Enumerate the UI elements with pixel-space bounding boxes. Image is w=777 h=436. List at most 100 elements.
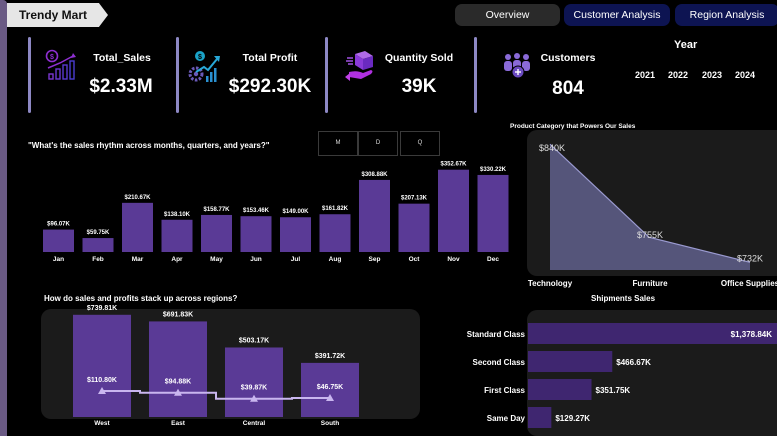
year-filter-title: Year [674,39,698,51]
month-axis-label: Jul [291,256,301,263]
shipment-bar [528,379,592,400]
month-axis-label: Oct [409,256,421,263]
category-line [549,143,751,263]
tab-overview[interactable]: Overview [455,4,560,26]
left-accent-strip [0,0,7,436]
package-hand-icon [345,50,375,82]
kpi-value-total-profit: $292.30K [228,76,312,97]
month-axis-label: Dec [487,256,499,263]
shipment-axis-label: Standard Class [467,330,526,339]
kpi-value-total-sales: $2.33M [89,76,153,97]
shipment-axis-label: Same Day [487,414,526,423]
shipments-chart-title: Shipments Sales [591,294,656,303]
region-axis-label: Central [243,420,266,427]
month-axis-label: Apr [171,256,183,263]
customers-group-icon [503,53,531,79]
month-value-label: $138.10K [164,212,191,218]
month-value-label: $158.77K [203,207,230,213]
shipment-axis-label: Second Class [473,358,526,367]
month-bar-aug [319,214,351,252]
month-value-label: $153.46K [243,208,270,214]
shipment-value-label: $351.75K [596,386,631,395]
region-profit-marker [250,394,258,402]
monthly-sales-chart: $96.07K Jan $59.75K Feb $210.67K Mar $138.10K A… [43,162,509,263]
kpi-separator [474,37,477,113]
granularity-day-button[interactable]: D [358,131,398,156]
month-bar-jun [240,216,272,252]
kpi-separator [325,37,328,113]
month-axis-label: Feb [92,256,104,263]
svg-text:$: $ [50,54,54,61]
shipments-sales-chart: Standard Class $1,378.84K Second Class $466… [467,323,777,428]
region-sales-bar-west [73,314,131,417]
kpi-label-total-profit: Total Profit [242,52,298,64]
granularity-month-button[interactable]: M [318,131,358,156]
month-value-label: $308.88K [361,172,388,178]
shipment-value-label: $129.27K [555,414,590,423]
kpi-separator [176,37,179,113]
month-axis-label: Mar [132,256,144,263]
granularity-quarter-button[interactable]: Q [400,131,440,156]
kpi-value-quantity-sold: 39K [401,76,437,97]
month-axis-label: Aug [329,256,342,263]
month-bar-oct [398,203,430,252]
category-axis-label: Furniture [632,279,668,288]
sales-growth-icon: $ [44,48,80,82]
shipment-value-label: $466.67K [616,358,651,367]
region-sales-bar-east [149,321,207,417]
svg-text:$: $ [198,54,202,61]
kpi-label-quantity-sold: Quantity Sold [384,52,454,64]
region-sales-bar-central [225,347,283,417]
month-bar-jan [43,229,74,252]
month-bar-nov [438,169,469,252]
kpi-label-customers: Customers [540,52,596,64]
kpi-label-total-sales: Total_Sales [93,52,151,64]
region-sales-label: $739.81K [87,305,117,312]
year-option-2024[interactable]: 2024 [735,70,756,80]
month-value-label: $352.67K [440,162,467,168]
region-profit-marker [326,393,334,401]
month-bar-may [201,214,232,252]
shipment-bar [528,323,777,344]
kpi-separator [28,37,31,113]
tab-customer-analysis[interactable]: Customer Analysis [564,4,670,26]
region-axis-label: South [321,420,339,427]
month-value-label: $330.22K [480,167,507,173]
month-bar-jul [280,217,311,252]
regions-chart-title: How do sales and profits stack up across… [44,294,238,303]
shipment-axis-label: First Class [484,386,525,395]
month-axis-label: Nov [447,256,460,263]
month-bar-apr [161,219,193,252]
year-option-2022[interactable]: 2022 [668,70,689,80]
region-sales-label: $503.17K [239,337,269,344]
region-profit-marker [98,387,106,395]
month-bar-feb [82,238,114,252]
month-bar-dec [477,174,509,252]
region-sales-label: $391.72K [315,353,345,360]
month-bar-sep [359,179,390,252]
category-area [550,144,750,270]
category-axis-label: Office Supplies [721,279,777,288]
month-value-label: $161.82K [322,206,349,212]
month-value-label: $210.67K [124,195,151,201]
month-axis-label: Jan [53,256,64,263]
tab-region-analysis[interactable]: Region Analysis [675,4,777,26]
month-axis-label: Sep [369,256,381,263]
year-option-2021[interactable]: 2021 [635,70,656,80]
shipment-bar [528,351,613,372]
category-value-label: $840K [539,143,565,153]
region-profit-line [102,390,330,400]
shipment-bar [528,407,552,428]
category-sales-chart: $840K $755K $732K Technology Furniture Office… [528,143,777,288]
region-sales-label: $691.83K [163,311,193,318]
category-value-label: $732K [737,253,763,263]
month-axis-label: May [210,256,223,263]
category-chart-title: Product Category that Powers Our Sales [510,123,636,130]
region-profit-label: $94.88K [165,379,191,386]
monthly-chart-title: "What's the sales rhythm across months, … [28,141,270,150]
region-profit-label: $46.75K [317,384,343,391]
month-value-label: $149.00K [282,209,309,215]
month-bar-mar [122,202,153,252]
category-axis-label: Technology [528,279,573,288]
year-option-2023[interactable]: 2023 [702,70,723,80]
